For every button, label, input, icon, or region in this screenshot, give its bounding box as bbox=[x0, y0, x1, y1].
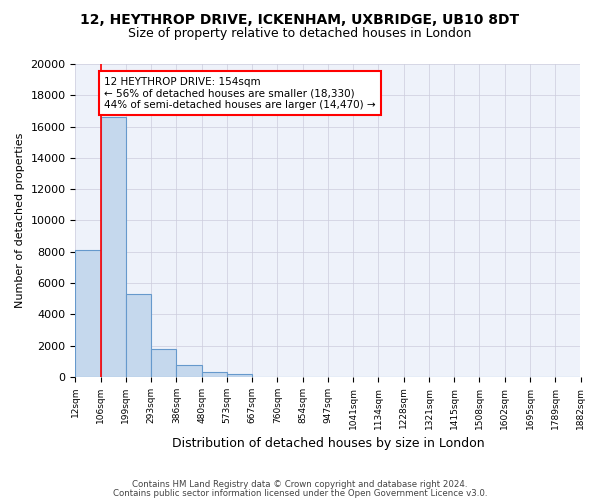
Bar bbox=[176, 365, 202, 377]
Bar bbox=[202, 372, 227, 377]
Text: Size of property relative to detached houses in London: Size of property relative to detached ho… bbox=[128, 28, 472, 40]
Text: Contains HM Land Registry data © Crown copyright and database right 2024.: Contains HM Land Registry data © Crown c… bbox=[132, 480, 468, 489]
Bar bbox=[76, 250, 101, 377]
Bar bbox=[151, 348, 176, 377]
Text: Contains public sector information licensed under the Open Government Licence v3: Contains public sector information licen… bbox=[113, 488, 487, 498]
X-axis label: Distribution of detached houses by size in London: Distribution of detached houses by size … bbox=[172, 437, 484, 450]
Bar bbox=[101, 117, 126, 377]
Bar bbox=[126, 294, 151, 377]
Text: 12 HEYTHROP DRIVE: 154sqm
← 56% of detached houses are smaller (18,330)
44% of s: 12 HEYTHROP DRIVE: 154sqm ← 56% of detac… bbox=[104, 76, 376, 110]
Bar bbox=[227, 374, 252, 377]
Y-axis label: Number of detached properties: Number of detached properties bbox=[15, 132, 25, 308]
Text: 12, HEYTHROP DRIVE, ICKENHAM, UXBRIDGE, UB10 8DT: 12, HEYTHROP DRIVE, ICKENHAM, UXBRIDGE, … bbox=[80, 12, 520, 26]
